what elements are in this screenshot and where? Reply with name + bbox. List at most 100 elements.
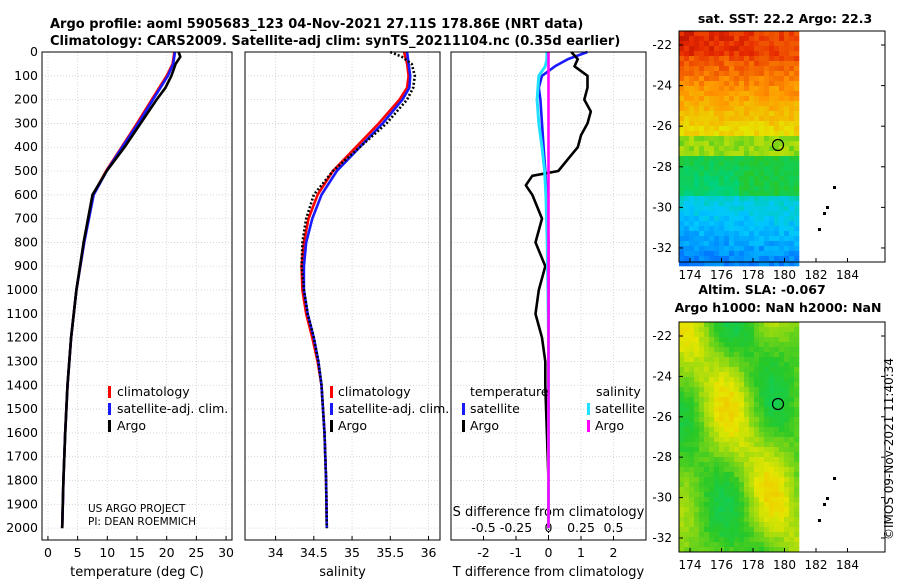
map-cell	[794, 106, 800, 112]
map-cell	[779, 166, 785, 172]
map-cell	[754, 447, 760, 453]
map-cell	[729, 221, 735, 227]
map-cell	[734, 151, 740, 157]
map-cell	[679, 362, 685, 368]
map-cell	[679, 146, 685, 152]
map-cell	[724, 357, 730, 363]
map-cell	[754, 71, 760, 77]
map-cell	[694, 66, 700, 72]
map-cell	[729, 527, 735, 533]
map-cell	[759, 176, 765, 182]
map-cell	[694, 457, 700, 463]
map-cell	[734, 106, 740, 112]
map-cell	[744, 457, 750, 463]
map-cell	[684, 407, 690, 413]
map-cell	[724, 432, 730, 438]
map-cell	[794, 387, 800, 393]
map-cell	[729, 251, 735, 257]
map-cell	[724, 251, 730, 257]
map-cell	[739, 256, 745, 262]
map-cell	[774, 81, 780, 87]
map-cell	[714, 372, 720, 378]
map-cell	[699, 402, 705, 408]
map-cell	[769, 76, 775, 82]
map-cell	[739, 337, 745, 343]
map-cell	[774, 166, 780, 172]
map-lon-label: 174	[679, 558, 702, 572]
map-cell	[794, 467, 800, 473]
legend-swatch-temp-satellite	[462, 403, 465, 415]
map-cell	[709, 332, 715, 338]
map-cell	[724, 256, 730, 262]
map-cell	[754, 522, 760, 528]
map-cell	[684, 482, 690, 488]
map-cell	[684, 357, 690, 363]
map-cell	[739, 186, 745, 192]
map-cell	[724, 101, 730, 107]
map-cell	[709, 221, 715, 227]
map-cell	[704, 151, 710, 157]
legend-label-temp-satellite: satellite	[470, 401, 520, 416]
map-cell	[679, 31, 685, 37]
map-cell	[684, 236, 690, 242]
map-cell	[784, 226, 790, 232]
map-cell	[739, 427, 745, 433]
map-cell	[749, 522, 755, 528]
map-cell	[774, 512, 780, 518]
x2-tick-label: 0.5	[604, 520, 624, 535]
map-cell	[764, 507, 770, 513]
depth-tick-label: 300	[14, 115, 38, 130]
map-cell	[699, 201, 705, 207]
map-cell	[714, 131, 720, 137]
map-cell	[744, 372, 750, 378]
map-cell	[729, 382, 735, 388]
map-cell	[724, 146, 730, 152]
map-cell	[759, 472, 765, 478]
map-cell	[699, 407, 705, 413]
map-cell	[699, 482, 705, 488]
map-cell	[789, 407, 795, 413]
map-cell	[719, 532, 725, 538]
map-cell	[689, 231, 695, 237]
map-cell	[719, 332, 725, 338]
map-cell	[744, 121, 750, 127]
map-cell	[739, 327, 745, 333]
map-cell	[769, 251, 775, 257]
map-cell	[764, 472, 770, 478]
map-cell	[784, 96, 790, 102]
map-cell	[699, 472, 705, 478]
map-cell	[679, 136, 685, 142]
map-cell	[689, 477, 695, 483]
map-cell	[794, 191, 800, 197]
depth-tick-label: 100	[14, 68, 38, 83]
map-cell	[679, 226, 685, 232]
map-cell	[699, 176, 705, 182]
map-cell	[694, 256, 700, 262]
map-cell	[699, 36, 705, 42]
map-cell	[784, 246, 790, 252]
map-cell	[754, 372, 760, 378]
map-cell	[699, 111, 705, 117]
map-cell	[754, 357, 760, 363]
map-cell	[729, 472, 735, 478]
map-cell	[749, 357, 755, 363]
map-cell	[729, 146, 735, 152]
map-cell	[739, 407, 745, 413]
map-cell	[709, 352, 715, 358]
map-cell	[709, 407, 715, 413]
map-cell	[794, 357, 800, 363]
map-cell	[729, 532, 735, 538]
map-cell	[689, 161, 695, 167]
map-cell	[679, 462, 685, 468]
map-cell	[789, 116, 795, 122]
map-cell	[754, 467, 760, 473]
map-cell	[704, 462, 710, 468]
map-cell	[754, 352, 760, 358]
map-cell	[689, 111, 695, 117]
map-cell	[794, 201, 800, 207]
map-cell	[704, 397, 710, 403]
map-cell	[754, 146, 760, 152]
map-cell	[754, 106, 760, 112]
map-cell	[694, 432, 700, 438]
map-cell	[794, 532, 800, 538]
